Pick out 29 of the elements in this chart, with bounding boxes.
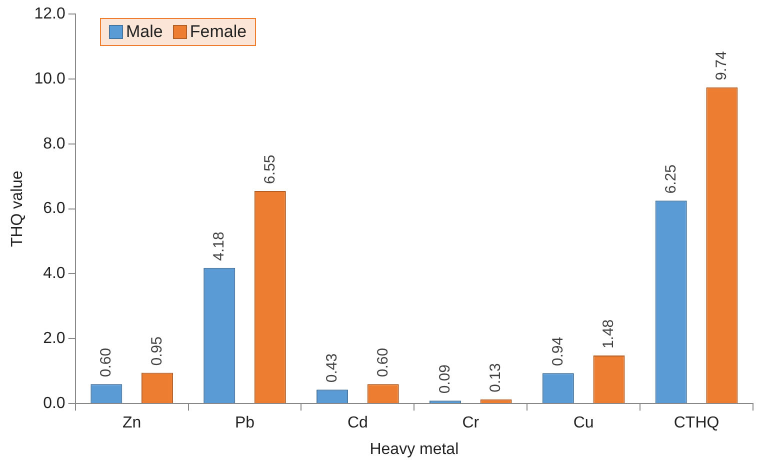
y-tick-label: 2.0 <box>43 330 66 348</box>
data-label: 1.48 <box>600 319 618 349</box>
data-label: 0.13 <box>487 363 504 392</box>
y-tick-label: 0.0 <box>43 395 66 412</box>
data-label: 0.95 <box>148 336 166 366</box>
data-label: 0.60 <box>374 348 392 378</box>
x-tick-label: Cd <box>347 414 368 432</box>
data-label: 9.74 <box>713 51 730 80</box>
x-tick-label: Cr <box>462 414 480 432</box>
data-label: 0.09 <box>436 364 454 394</box>
y-tick-label: 6.0 <box>43 200 66 218</box>
x-tick-label: Pb <box>234 414 255 432</box>
legend-label: Female <box>190 22 247 42</box>
data-label: 4.18 <box>210 232 228 261</box>
y-tick-label: 8.0 <box>43 135 66 152</box>
data-label: 0.60 <box>98 348 115 378</box>
data-label: 6.55 <box>261 154 278 184</box>
data-label: 0.94 <box>549 336 566 366</box>
y-tick-label: 10.0 <box>34 70 66 88</box>
y-tick-label: 4.0 <box>43 265 66 282</box>
y-axis-title: THQ value <box>9 170 26 248</box>
data-label: 6.25 <box>662 164 680 194</box>
x-tick-label: CTHQ <box>674 414 720 432</box>
x-tick-label: Zn <box>122 414 142 432</box>
data-label: 0.43 <box>323 353 340 383</box>
x-axis-title: Heavy metal <box>370 440 459 458</box>
x-tick-label: Cu <box>573 414 594 432</box>
y-tick-label: 12.0 <box>34 5 66 22</box>
legend-label: Male <box>126 22 163 42</box>
